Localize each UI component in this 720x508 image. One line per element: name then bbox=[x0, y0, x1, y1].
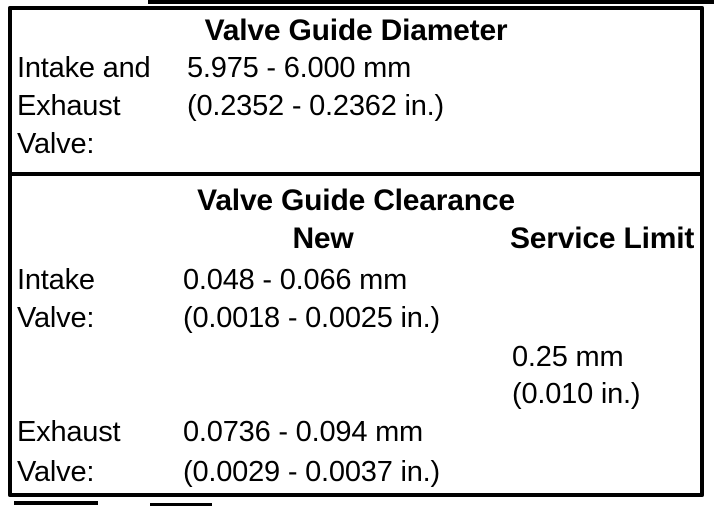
diameter-row-label-line-2: Exhaust bbox=[17, 90, 121, 122]
clearance-column-header-new: New bbox=[292, 222, 354, 255]
diameter-value-mm: 5.975 - 6.000 mm bbox=[187, 52, 412, 84]
clearance-section-title: Valve Guide Clearance bbox=[197, 184, 515, 217]
valve-guide-spec-table: Valve Guide Diameter Intake and 5.975 - … bbox=[8, 6, 704, 497]
service-limit-value-in: (0.010 in.) bbox=[512, 378, 641, 410]
intake-row-label-line-1: Intake bbox=[17, 264, 95, 296]
exhaust-row-label-line-1: Exhaust bbox=[17, 416, 121, 448]
section-divider bbox=[8, 172, 704, 176]
scan-artifact-bottom-mid bbox=[150, 503, 212, 506]
diameter-row-label-line-3: Valve: bbox=[17, 128, 95, 160]
exhaust-new-value-mm: 0.0736 - 0.094 mm bbox=[183, 416, 424, 448]
diameter-section-title: Valve Guide Diameter bbox=[204, 14, 508, 47]
scan-artifact-bottom-left bbox=[14, 501, 98, 505]
scan-artifact-top bbox=[148, 0, 714, 4]
exhaust-row-label-line-2: Valve: bbox=[17, 456, 95, 488]
service-limit-value-mm: 0.25 mm bbox=[512, 341, 624, 373]
exhaust-new-value-in: (0.0029 - 0.0037 in.) bbox=[183, 456, 440, 488]
intake-row-label-line-2: Valve: bbox=[17, 302, 95, 334]
diameter-value-in: (0.2352 - 0.2362 in.) bbox=[187, 90, 444, 122]
intake-new-value-mm: 0.048 - 0.066 mm bbox=[183, 264, 408, 296]
clearance-column-header-service-limit: Service Limit bbox=[510, 222, 695, 255]
intake-new-value-in: (0.0018 - 0.0025 in.) bbox=[183, 302, 440, 334]
diameter-row-label-line-1: Intake and bbox=[17, 52, 151, 84]
